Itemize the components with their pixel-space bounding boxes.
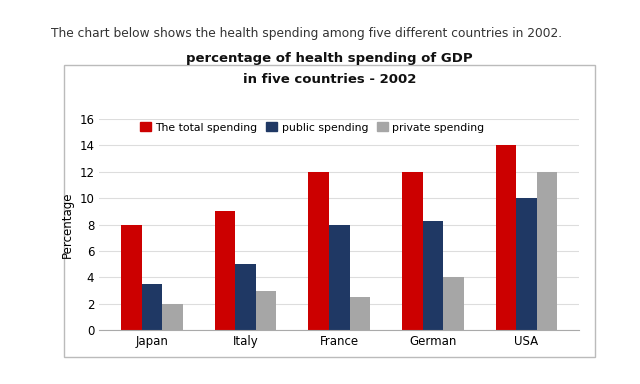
Bar (236, 264, 256, 330)
Bar (256, 291, 276, 330)
Bar (141, 284, 162, 330)
Text: percentage of health spending of GDP: percentage of health spending of GDP (186, 52, 473, 65)
Bar (162, 304, 183, 330)
Bar (402, 172, 422, 330)
Bar (495, 146, 516, 330)
Bar (329, 225, 349, 330)
Bar (443, 277, 464, 330)
Bar (349, 297, 370, 330)
Y-axis label: Percentage: Percentage (61, 191, 74, 258)
Bar (516, 198, 537, 330)
Legend: The total spending, public spending, private spending: The total spending, public spending, pri… (138, 120, 486, 135)
Bar (214, 212, 236, 330)
Bar (308, 172, 329, 330)
Bar (537, 172, 557, 330)
Text: in five countries - 2002: in five countries - 2002 (243, 73, 416, 86)
Text: The chart below shows the health spending among five different countries in 2002: The chart below shows the health spendin… (51, 27, 563, 40)
Bar (121, 225, 141, 330)
Bar (422, 221, 443, 330)
